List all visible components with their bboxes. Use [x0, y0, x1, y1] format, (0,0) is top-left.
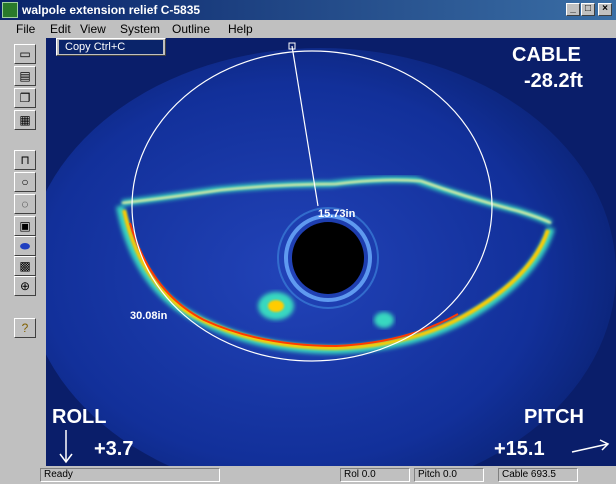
roll-value: +3.7: [94, 438, 134, 460]
cable-label: CABLE: [512, 44, 581, 66]
status-roll: Rol 0.0: [340, 468, 410, 482]
status-pitch: Pitch 0.0: [414, 468, 484, 482]
maximize-button[interactable]: □: [581, 3, 595, 16]
print-icon[interactable]: ▤: [14, 66, 36, 86]
sonar-head: [277, 207, 379, 309]
menu-edit[interactable]: Edit: [50, 22, 71, 36]
menu-system[interactable]: System: [120, 22, 161, 36]
sonar-image: [46, 38, 616, 466]
sonar-view[interactable]: CABLE -28.2ft 15.73in 30.08in ROLL +3.7 …: [46, 38, 616, 466]
pitch-arrow-icon: [571, 439, 610, 453]
pattern-icon[interactable]: ▩: [14, 256, 36, 276]
minimize-button[interactable]: _: [566, 3, 580, 16]
pipe-echo: [116, 176, 555, 355]
outer-radius-label: 30.08in: [130, 310, 168, 322]
measure-icon[interactable]: ⊓: [14, 150, 36, 170]
drag-handle[interactable]: [288, 42, 296, 50]
menu-bar: File Edit View System Outline Help: [0, 20, 616, 38]
radius-line: [291, 45, 319, 207]
help-icon[interactable]: ?: [14, 318, 36, 338]
close-button[interactable]: ×: [598, 3, 612, 16]
status-ready: Ready: [40, 468, 220, 482]
roll-label: ROLL: [52, 406, 107, 428]
window-title: walpole extension relief C-5835: [22, 3, 201, 17]
status-bar: Ready Rol 0.0 Pitch 0.0 Cable 693.5: [0, 466, 616, 484]
circle-icon[interactable]: ○: [14, 172, 36, 192]
status-cable: Cable 693.5: [498, 468, 578, 482]
inner-radius-label: 15.73in: [318, 208, 356, 220]
grid-icon[interactable]: ▦: [14, 110, 36, 130]
crosshair-icon[interactable]: ⊕: [14, 276, 36, 296]
ellipse-icon[interactable]: ⬬: [14, 236, 36, 256]
fill-icon[interactable]: ▣: [14, 216, 36, 236]
range-circle[interactable]: [131, 50, 493, 362]
cable-value: -28.2ft: [524, 70, 583, 92]
menu-help[interactable]: Help: [228, 22, 253, 36]
roll-arrow-icon: [59, 430, 73, 464]
lasso-icon[interactable]: ◌: [14, 194, 36, 214]
pitch-value: +15.1: [494, 438, 545, 460]
menu-file[interactable]: File: [16, 22, 36, 36]
edit-menu-dropdown: Copy Ctrl+C: [56, 38, 166, 56]
menu-item-copy[interactable]: Copy Ctrl+C: [59, 40, 163, 54]
open-icon[interactable]: ▭: [14, 44, 36, 64]
menu-view[interactable]: View: [80, 22, 106, 36]
menu-outline[interactable]: Outline: [172, 22, 211, 36]
copy-icon[interactable]: ❐: [14, 88, 36, 108]
pitch-label: PITCH: [524, 406, 584, 428]
app-icon[interactable]: [2, 2, 18, 18]
left-toolbar: ▭ ▤ ❐ ▦ ⊓ ○ ◌ ▣ ⬬ ▩ ⊕ ?: [0, 38, 46, 458]
title-bar: walpole extension relief C-5835 _ □ ×: [0, 0, 616, 20]
